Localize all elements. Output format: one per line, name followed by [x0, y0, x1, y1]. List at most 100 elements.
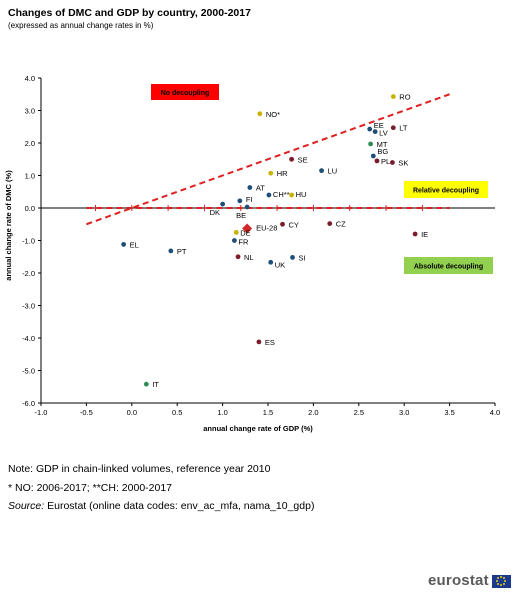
data-point-at [247, 185, 253, 190]
x-tick-label: 1.5 [263, 408, 273, 417]
data-label-si: SI [299, 253, 306, 262]
logo-text: eurostat [428, 572, 489, 589]
x-tick-label: -0.5 [80, 408, 93, 417]
x-tick-label: 3.5 [444, 408, 454, 417]
data-point-ee [367, 126, 373, 132]
data-label-eu28: EU-28 [256, 223, 277, 232]
data-point-cy [280, 221, 285, 227]
data-point-hu [289, 192, 295, 198]
data-label-lv: LV [379, 129, 388, 138]
y-tick-label: -3.0 [22, 302, 35, 311]
y-tick-label: 1.0 [25, 172, 35, 181]
data-label-dk: DK [210, 208, 220, 217]
eu-flag-icon [492, 575, 511, 588]
data-label-cz: CZ [336, 220, 346, 229]
x-tick-label: 0.5 [172, 408, 182, 417]
x-tick-label: -1.0 [35, 408, 48, 417]
data-point-be [244, 204, 250, 210]
data-label-lu: LU [328, 167, 338, 176]
annotation-absolute-decoupling-text: Absolute decoupling [414, 264, 483, 271]
data-label-nl: NL [244, 253, 254, 262]
data-label-fr: FR [238, 238, 249, 247]
source-note: Source: Eurostat (online data codes: env… [8, 500, 314, 512]
data-point-es [256, 339, 262, 345]
y-tick-label: 3.0 [25, 107, 35, 116]
source-label: Source: [8, 500, 45, 512]
y-tick-label: 2.0 [25, 139, 35, 148]
x-tick-label: 2.0 [308, 408, 318, 417]
data-label-lt: LT [399, 124, 408, 133]
data-label-mt: MT [377, 140, 388, 149]
data-point-pl [374, 158, 380, 164]
source-text: Eurostat (online data codes: env_ac_mfa,… [44, 500, 315, 512]
y-tick-label: -5.0 [22, 367, 35, 376]
data-label-ee: EE [374, 121, 384, 130]
data-label-pl: PL [381, 157, 390, 166]
data-label-se: SE [298, 155, 308, 164]
x-tick-label: 0.0 [127, 408, 137, 417]
data-point-lu [319, 168, 324, 174]
annotation-absolute-decoupling-box [404, 257, 493, 274]
data-label-el: EL [130, 240, 139, 249]
data-point-ie [412, 231, 418, 237]
note-line-2: * NO: 2006-2017; **CH: 2000-2017 [8, 482, 173, 494]
data-point-pt [168, 248, 174, 254]
data-point-hr [268, 170, 274, 176]
scatter-chart: -6.0 -5.0 -4.0 -3.0 -2.0 -1.0 0.0 1.0 2.0 3.0 4.0 -… [4, 74, 500, 433]
data-point-cz [327, 221, 333, 227]
annotation-no-decoupling-text: No decoupling [161, 90, 210, 97]
data-point-dk [220, 201, 226, 207]
data-label-hr: HR [277, 169, 288, 178]
data-point-mt [368, 141, 374, 147]
data-point-fi [237, 198, 243, 204]
data-label-be: BE [236, 211, 246, 220]
data-label-fi: FI [246, 195, 253, 204]
data-label-no: NO* [266, 110, 280, 119]
data-label-de: DE [240, 228, 250, 237]
data-point-fr [232, 238, 237, 243]
data-point-it [143, 381, 149, 387]
data-point-lt [390, 125, 396, 131]
data-point-nl [235, 254, 241, 260]
data-point-bg [370, 153, 376, 159]
annotation-relative-decoupling-text: Relative decoupling [413, 188, 479, 195]
data-label-ro: RO [399, 93, 410, 102]
data-point-lv [372, 129, 378, 135]
data-label-es: ES [265, 338, 275, 347]
data-point-si [290, 255, 295, 260]
data-label-hu: HU [296, 190, 307, 199]
data-point-sk [389, 160, 395, 165]
reference-line-trend [86, 93, 450, 226]
chart-subtitle: (expressed as annual change rates in %) [8, 21, 154, 30]
data-label-it: IT [152, 380, 159, 389]
y-tick-label: -2.0 [22, 269, 35, 278]
data-point-ch [266, 192, 272, 198]
x-tick-label: 1.0 [217, 408, 227, 417]
data-point-uk [268, 259, 274, 265]
x-axis-label: annual change rate of GDP (%) [203, 424, 313, 433]
data-point-se [289, 156, 295, 162]
data-label-bg: BG [377, 147, 388, 156]
y-tick-label: -1.0 [22, 237, 35, 246]
y-tick-label: 4.0 [25, 74, 35, 83]
x-tick-label: 3.0 [399, 408, 409, 417]
data-point-el [121, 242, 127, 247]
y-tick-label: -4.0 [22, 334, 35, 343]
data-label-pt: PT [177, 247, 187, 256]
data-label-ie: IE [421, 230, 428, 239]
chart-title: Changes of DMC and GDP by country, 2000-… [8, 7, 251, 19]
eurostat-logo: eurostat [428, 572, 513, 592]
x-tick-label: 4.0 [490, 408, 500, 417]
data-label-ch: CH** [273, 190, 290, 199]
data-point-de [233, 229, 239, 235]
y-axis-label: annual change rate of DMC (%) [4, 170, 13, 281]
note-line-1: Note: GDP in chain-linked volumes, refer… [8, 463, 271, 475]
annotation-relative-decoupling-box [404, 181, 488, 198]
y-tick-label: 0.0 [25, 204, 35, 213]
data-label-sk: SK [398, 159, 408, 168]
data-label-cy: CY [289, 220, 299, 229]
x-tick-label: 2.5 [354, 408, 364, 417]
data-point-no [257, 111, 263, 117]
data-label-at: AT [256, 184, 265, 193]
annotation-no-decoupling-box [151, 84, 219, 100]
